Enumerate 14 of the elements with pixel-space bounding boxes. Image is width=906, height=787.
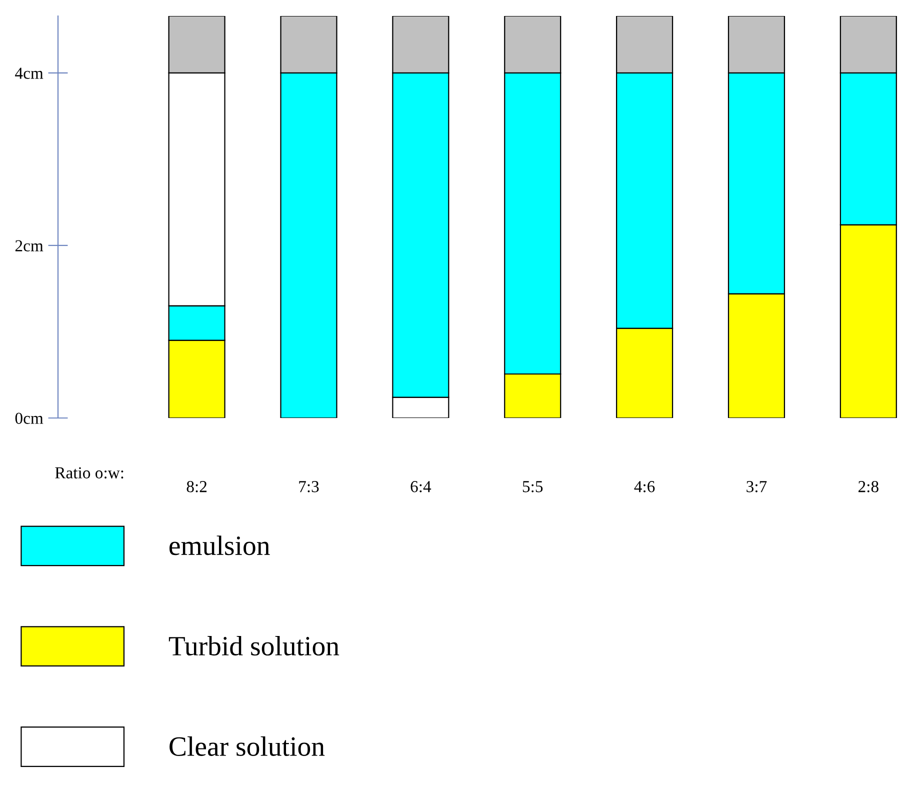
x-tick-label: 3:7	[746, 481, 767, 492]
legend-label: emulsion	[170, 536, 270, 556]
legend-label: Turbid solution	[168, 636, 340, 656]
x-axis-title: Ratio o:w:	[55, 467, 124, 479]
legend-label: Clear solution	[170, 736, 325, 756]
x-tick-label: 7:3	[299, 481, 319, 492]
x-tick-label: 2:8	[858, 480, 878, 492]
x-tick-label: 6:4	[410, 481, 432, 492]
x-tick-label: 4:6	[634, 481, 655, 492]
y-tick-label: 0cm	[15, 412, 44, 424]
x-tick-label: 5:5	[522, 481, 543, 492]
y-tick-label: 4cm	[15, 68, 44, 79]
y-tick-label: 2cm	[15, 240, 44, 252]
x-tick-label: 8:2	[186, 480, 207, 492]
